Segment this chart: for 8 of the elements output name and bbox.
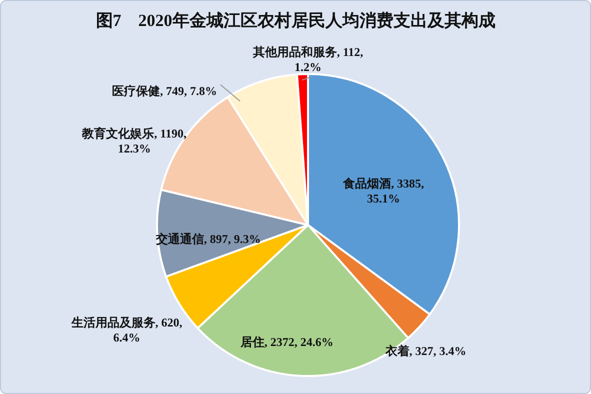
slice-label: 衣着, 327, 3.4% (384, 344, 466, 358)
slice-label: 医疗保健, 749, 7.8% (112, 84, 218, 98)
slice-label: 居住, 2372, 24.6% (239, 334, 334, 349)
slice-label: 生活用品及服务, 620, 6.4% (70, 315, 182, 344)
slice-label: 食品烟酒, 3385, 35.1% (342, 176, 424, 206)
chart-title: 图7 2020年金城江区农村居民人均消费支出及其构成 (94, 10, 496, 32)
slice-label: 其他用品和服务, 112, 1.2% (252, 45, 364, 74)
slice-label: 教育文化娱乐, 1190, 12.3% (81, 126, 187, 156)
